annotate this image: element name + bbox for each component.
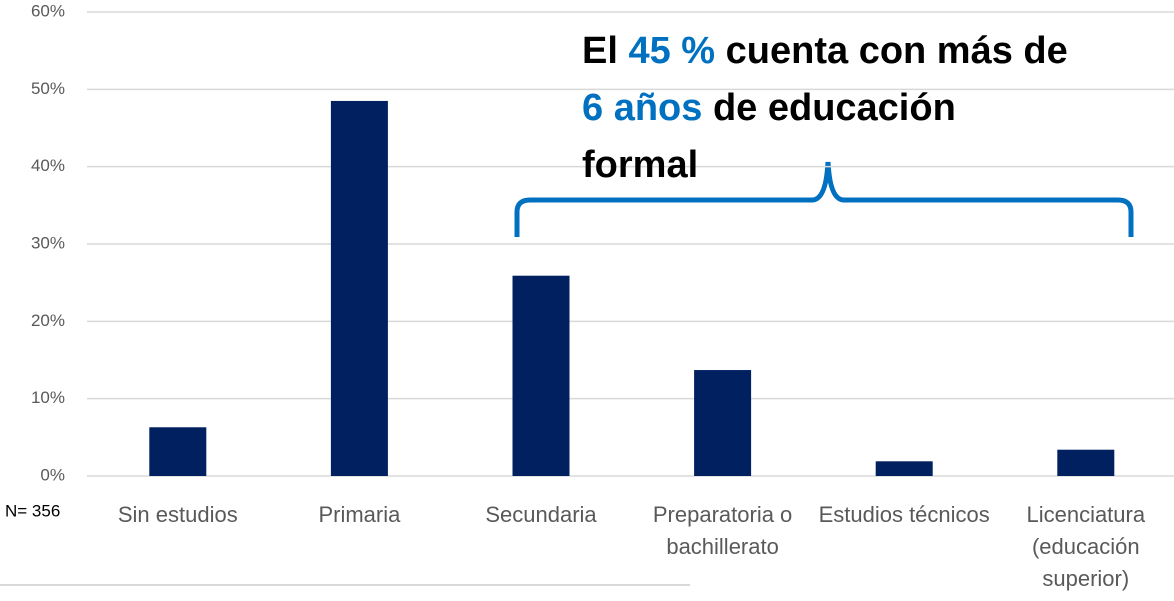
annotation-line: 6 años de educación <box>582 87 956 129</box>
bar <box>512 275 570 476</box>
y-tick-label: 50% <box>31 79 65 98</box>
y-tick-label: 20% <box>31 311 65 330</box>
bar <box>875 461 933 476</box>
x-tick-label: Sin estudios <box>117 502 238 527</box>
annotation-text: formal <box>582 144 698 186</box>
annotation-highlight: 6 años <box>582 87 702 129</box>
bar <box>1057 449 1115 476</box>
x-tick-label: Licenciatura (educación superior) <box>1026 502 1146 591</box>
bar <box>149 427 207 476</box>
sample-size: N= 356 <box>5 501 60 520</box>
annotation-text: cuenta con más de <box>715 30 1068 72</box>
x-tick-label: Primaria <box>318 502 401 527</box>
y-tick-label: 0% <box>40 465 65 484</box>
annotation-line: El 45 % cuenta con más de <box>582 30 1068 72</box>
y-tick-label: 30% <box>31 233 65 252</box>
x-tick-label: Secundaria <box>485 502 597 527</box>
annotation-highlight: 45 % <box>628 30 715 72</box>
y-tick-label: 40% <box>31 156 65 175</box>
bar <box>330 100 388 476</box>
annotation-text: El <box>582 30 628 72</box>
y-tick-label: 60% <box>31 1 65 20</box>
annotation-text: de educación <box>702 87 955 129</box>
y-tick-label: 10% <box>31 388 65 407</box>
annotation-line: formal <box>582 144 698 186</box>
x-tick-label: Estudios técnicos <box>818 502 990 527</box>
bracket <box>514 161 1134 237</box>
x-tick-label: Preparatoria o bachillerato <box>652 502 793 559</box>
bar <box>694 370 752 476</box>
